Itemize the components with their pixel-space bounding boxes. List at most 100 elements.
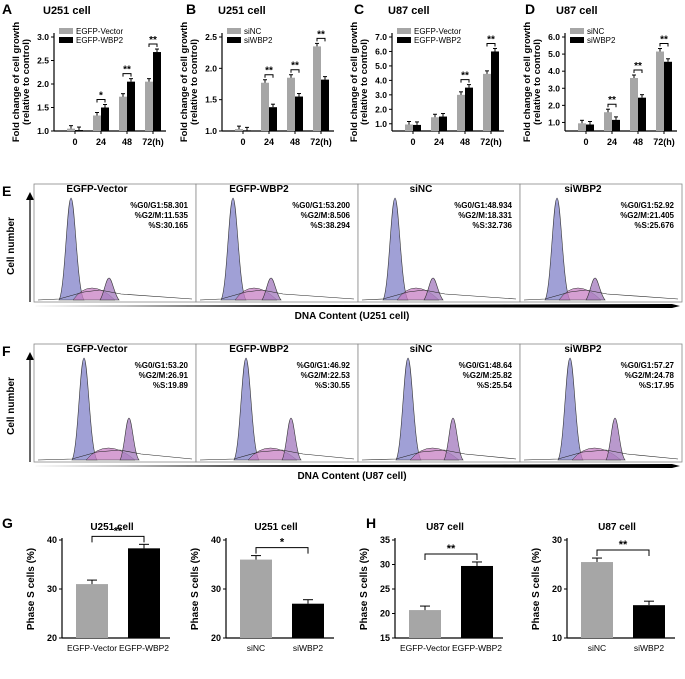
- bar: [405, 124, 413, 131]
- g0g1-peak: [544, 197, 571, 301]
- y-tick-label: 6.0: [548, 32, 560, 42]
- g2m-percent: %G2/M:26.91: [139, 371, 189, 380]
- arrow-head: [26, 352, 34, 360]
- bar: [101, 107, 109, 131]
- bar: [581, 562, 613, 638]
- histogram-trace: [523, 449, 679, 461]
- significance-bracket: [486, 42, 496, 47]
- significance-marker: **: [461, 71, 469, 82]
- significance-marker: **: [660, 35, 668, 46]
- significance-marker: **: [114, 525, 123, 537]
- legend-swatch: [59, 37, 73, 43]
- legend-label: EGFP-WBP2: [76, 36, 124, 45]
- panel-title: U87 cell: [388, 5, 430, 17]
- g0g1-peak: [395, 357, 422, 461]
- g0g1-percent: %G0/G1:57.27: [621, 361, 675, 370]
- y-tick-label: 6.0: [375, 46, 387, 56]
- x-tick-label: 48: [460, 137, 470, 147]
- g2m-percent: %G2/M:24.78: [625, 371, 675, 380]
- bar: [295, 96, 303, 131]
- legend-swatch: [397, 28, 411, 34]
- bar: [457, 94, 465, 131]
- x-tick-label: 0: [583, 137, 588, 147]
- histogram-frame: [33, 183, 197, 303]
- y-tick-label: 4.0: [548, 66, 560, 76]
- y-tick-label: 30: [47, 584, 57, 594]
- sample-title: EGFP-WBP2: [229, 344, 289, 355]
- y-tick-label: 5.0: [375, 61, 387, 71]
- bar: [76, 584, 108, 638]
- x-tick-label: 0: [240, 137, 245, 147]
- g0g1-percent: %G0/G1:52.92: [621, 201, 675, 210]
- significance-bracket: [424, 553, 478, 560]
- s-percent: %S:19.89: [153, 381, 189, 390]
- panel-letter: D: [525, 1, 535, 17]
- g0g1-peak: [557, 357, 584, 461]
- sample-title: EGFP-WBP2: [229, 184, 289, 195]
- bar: [313, 46, 321, 131]
- legend-swatch: [570, 28, 584, 34]
- x-tick-label: 72(h): [480, 137, 502, 147]
- significance-marker: **: [608, 95, 616, 106]
- x-tick-label: 72(h): [310, 137, 332, 147]
- sample-title: EGFP-Vector: [66, 184, 127, 195]
- g2m-peak: [261, 277, 282, 301]
- y-axis-label: Fold change of cell growth: [349, 22, 360, 143]
- g2m-percent: %G2/M:11.535: [135, 211, 189, 220]
- histogram-frame: [357, 343, 521, 463]
- bar: [578, 123, 586, 131]
- y-tick-label: 2.5: [37, 56, 49, 66]
- x-axis-arrow: [30, 304, 680, 308]
- bar: [235, 129, 243, 131]
- legend-swatch: [397, 37, 411, 43]
- y-tick-label: 40: [47, 535, 57, 545]
- y-tick-label: 2.0: [548, 100, 560, 110]
- histogram-trace: [361, 449, 517, 461]
- y-axis-label: (relative to control): [21, 39, 32, 125]
- x-tick-label: siWBP2: [634, 643, 665, 653]
- bar: [153, 52, 161, 131]
- x-tick-label: EGFP-WBP2: [452, 643, 502, 653]
- y-tick-label: 1.0: [375, 119, 387, 129]
- x-tick-label: 48: [633, 137, 643, 147]
- s-percent: %S:30.165: [148, 221, 188, 230]
- x-tick-label: 24: [96, 137, 106, 147]
- bar: [261, 82, 269, 131]
- x-tick-label: 0: [410, 137, 415, 147]
- histogram-frame: [519, 183, 683, 303]
- bar: [321, 79, 329, 131]
- y-tick-label: 40: [211, 535, 221, 545]
- y-tick-label: 3.0: [548, 83, 560, 93]
- significance-marker: **: [487, 34, 495, 45]
- significance-marker: **: [447, 543, 456, 555]
- y-tick-label: 1.0: [548, 117, 560, 127]
- legend-label: siNC: [244, 27, 262, 36]
- significance-marker: **: [123, 65, 131, 76]
- panel-title: U251 cell: [43, 5, 91, 17]
- g2m-percent: %G2/M:21.405: [620, 211, 674, 220]
- x-tick-label: 24: [264, 137, 274, 147]
- g0g1-percent: %G0/G1:46.92: [297, 361, 351, 370]
- significance-marker: **: [149, 35, 157, 46]
- y-axis-label: Phase S cells (%): [26, 548, 37, 630]
- y-tick-label: 1.0: [205, 126, 217, 136]
- y-tick-label: 20: [552, 584, 562, 594]
- g2m-peak: [99, 277, 120, 301]
- x-axis-arrow: [30, 464, 680, 468]
- histogram-trace: [361, 289, 517, 301]
- y-axis-label: Phase S cells (%): [190, 548, 201, 630]
- histogram-frame: [195, 343, 359, 463]
- s-percent: %S:25.676: [634, 221, 674, 230]
- y-tick-label: 25: [380, 584, 390, 594]
- x-tick-label: 72(h): [142, 137, 164, 147]
- bar: [287, 77, 295, 131]
- bar: [431, 117, 439, 131]
- bar: [269, 107, 277, 131]
- s-percent: %S:17.95: [639, 381, 675, 390]
- significance-bracket: [122, 73, 132, 77]
- g2m-percent: %G2/M:18.331: [458, 211, 512, 220]
- g2m-peak: [585, 277, 606, 301]
- y-tick-label: 35: [380, 535, 390, 545]
- histogram-trace: [199, 289, 355, 301]
- y-tick-label: 20: [211, 633, 221, 643]
